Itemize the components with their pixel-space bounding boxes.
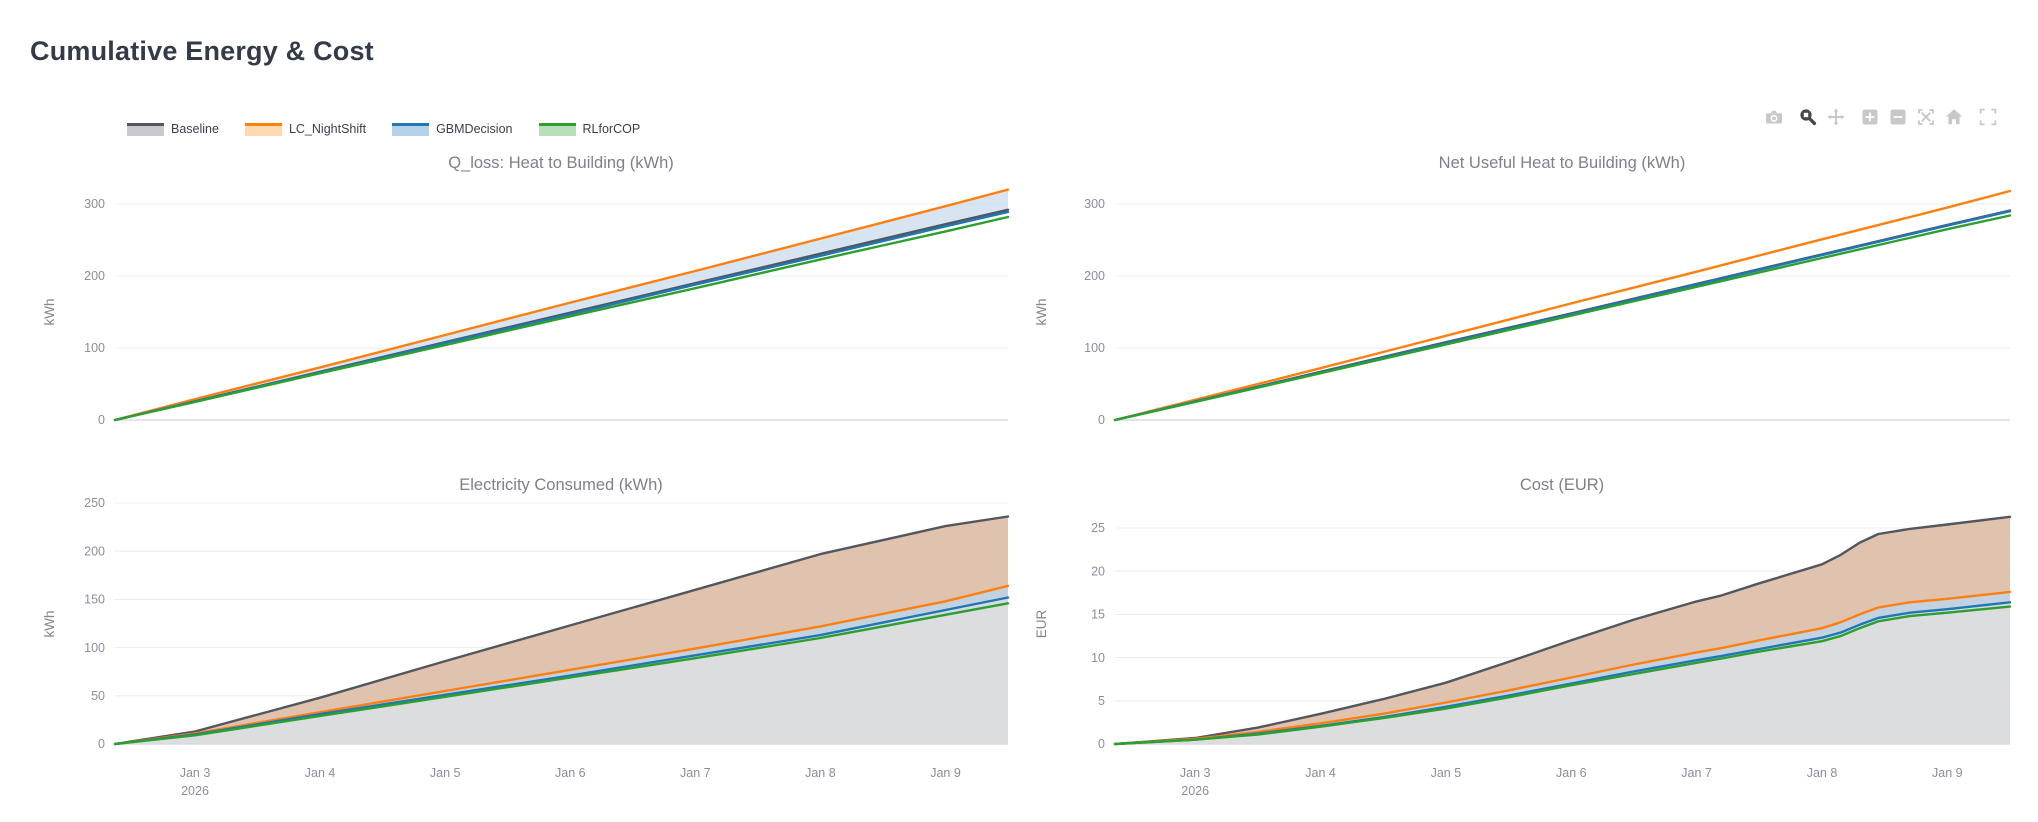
modebar-group xyxy=(1977,106,1998,127)
y-tick-label: 100 xyxy=(1084,341,1105,355)
chart-cost[interactable]: 0 5 10 15 20 25 Jan 3 2026 Jan 4 Jan 5 Jan 6 Jan 7 J… xyxy=(1028,455,2028,815)
series-line-rlforcop xyxy=(1113,605,2012,746)
y-tick-label: 0 xyxy=(1098,737,1105,751)
zoom-out-icon[interactable] xyxy=(1887,106,1908,127)
y-tick-label: 0 xyxy=(98,737,105,751)
y-tick-label: 100 xyxy=(84,641,105,655)
y-tick-label: 300 xyxy=(84,197,105,211)
series-line-baseline xyxy=(113,515,1010,746)
reset-home-icon[interactable] xyxy=(1943,106,1964,127)
legend-swatch xyxy=(538,122,576,136)
chart-electricity[interactable]: 0 50 100 150 200 250 Jan 3 2026 Jan 4 Jan 5 Jan 6 J… xyxy=(30,455,1025,815)
x-tick-label: Jan 3 xyxy=(180,766,211,780)
fullscreen-icon[interactable] xyxy=(1977,106,1998,127)
pan-icon[interactable] xyxy=(1825,106,1846,127)
modebar-group xyxy=(1763,106,1784,127)
legend-swatch xyxy=(244,122,282,136)
legend-item-gbmdecision[interactable]: GBMDecision xyxy=(392,122,513,136)
subplot-title: Net Useful Heat to Building (kWh) xyxy=(1439,154,1686,172)
y-tick-label: 300 xyxy=(1084,197,1105,211)
x-tick-label: Jan 4 xyxy=(1305,766,1336,780)
series-line-lc_nightshift xyxy=(113,188,1010,422)
page-title: Cumulative Energy & Cost xyxy=(30,36,374,66)
camera-icon[interactable] xyxy=(1763,106,1784,127)
modebar-group xyxy=(1797,106,1846,127)
area-fill xyxy=(1115,516,2010,744)
x-tick-label: Jan 7 xyxy=(1681,766,1712,780)
x-tick-sublabel: 2026 xyxy=(181,784,209,798)
y-tick-label: 10 xyxy=(1091,651,1105,665)
zoom-in-icon[interactable] xyxy=(1859,106,1880,127)
area-fill xyxy=(115,603,1008,744)
y-axis-title: kWh xyxy=(42,611,57,638)
y-axis-title: kWh xyxy=(42,299,57,326)
x-tick-label: Jan 9 xyxy=(1932,766,1963,780)
y-axis-title: EUR xyxy=(1034,610,1049,639)
y-tick-label: 5 xyxy=(1098,694,1105,708)
legend-label: RLforCOP xyxy=(582,122,641,136)
modebar-group xyxy=(1859,106,1964,127)
area-fill xyxy=(1115,591,2010,744)
chart-net-heat[interactable]: 0 100 200 300 Net Useful Heat to Building (k… xyxy=(1028,105,2028,470)
y-tick-label: 250 xyxy=(84,496,105,510)
series-line-baseline xyxy=(1113,515,2012,746)
y-axis-title: kWh xyxy=(1034,299,1049,326)
chart-q-loss[interactable]: 0 100 200 300 Q_loss: Heat to Building (kWh)… xyxy=(30,105,1025,470)
y-tick-label: 50 xyxy=(91,689,105,703)
legend-item-rlforcop[interactable]: RLforCOP xyxy=(538,122,641,136)
x-tick-label: Jan 8 xyxy=(1807,766,1838,780)
legend-item-lc_nightshift[interactable]: LC_NightShift xyxy=(244,122,367,136)
subplot-title: Q_loss: Heat to Building (kWh) xyxy=(448,154,674,172)
y-tick-label: 20 xyxy=(1091,564,1105,578)
x-tick-label: Jan 6 xyxy=(1556,766,1587,780)
subplot-title: Cost (EUR) xyxy=(1520,476,1604,494)
legend-label: LC_NightShift xyxy=(288,122,367,136)
series-line-lc_nightshift xyxy=(1113,189,2012,422)
area-fill xyxy=(115,516,1008,744)
series-line-rlforcop xyxy=(1113,214,2012,422)
x-tick-label: Jan 6 xyxy=(555,766,586,780)
y-tick-label: 15 xyxy=(1091,608,1105,622)
x-tick-label: Jan 5 xyxy=(430,766,461,780)
y-tick-label: 200 xyxy=(84,269,105,283)
legend-item-baseline[interactable]: Baseline xyxy=(127,122,219,136)
x-tick-label: Jan 3 xyxy=(1180,766,1211,780)
series-line-gbmdecision xyxy=(113,596,1010,746)
series-line-rlforcop xyxy=(113,602,1010,746)
autoscale-icon[interactable] xyxy=(1915,106,1936,127)
series-line-lc_nightshift xyxy=(113,584,1010,746)
subplot-title: Electricity Consumed (kWh) xyxy=(459,476,663,494)
legend: Baseline LC_NightShift GBMDecision RLforCOP xyxy=(127,122,640,136)
y-tick-label: 150 xyxy=(84,593,105,607)
area-fill xyxy=(1115,606,2010,744)
y-tick-label: 0 xyxy=(1098,413,1105,427)
legend-swatch xyxy=(392,122,430,136)
x-tick-label: Jan 5 xyxy=(1431,766,1462,780)
x-tick-label: Jan 9 xyxy=(930,766,961,780)
x-tick-sublabel: 2026 xyxy=(1181,784,1209,798)
y-tick-label: 100 xyxy=(84,341,105,355)
legend-swatch xyxy=(127,122,164,136)
x-tick-label: Jan 7 xyxy=(680,766,711,780)
y-tick-label: 200 xyxy=(1084,269,1105,283)
modebar xyxy=(1763,106,2011,127)
y-tick-label: 25 xyxy=(1091,521,1105,535)
x-tick-label: Jan 4 xyxy=(305,766,336,780)
y-tick-label: 0 xyxy=(98,413,105,427)
series-line-lc_nightshift xyxy=(1113,590,2012,746)
legend-label: GBMDecision xyxy=(436,122,513,136)
legend-label: Baseline xyxy=(171,122,219,136)
x-tick-label: Jan 8 xyxy=(805,766,836,780)
series-line-rlforcop xyxy=(113,215,1010,422)
zoom-box-icon[interactable] xyxy=(1797,106,1818,127)
y-tick-label: 200 xyxy=(84,544,105,558)
